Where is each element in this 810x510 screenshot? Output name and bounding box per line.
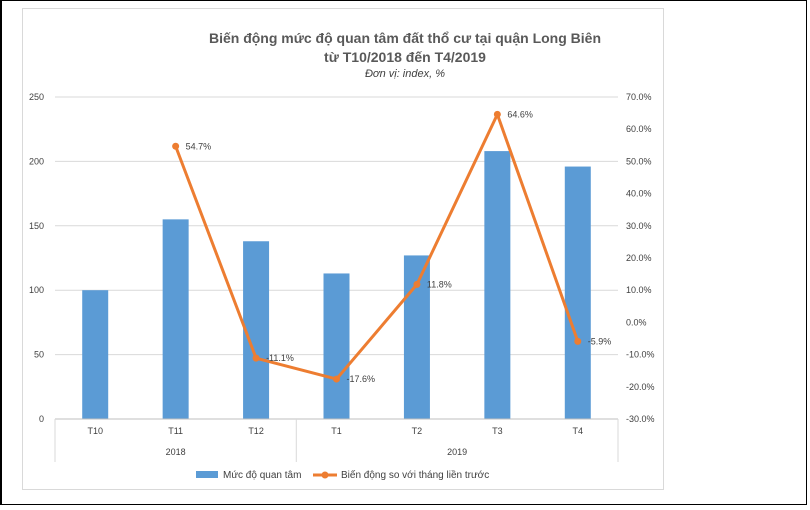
y-left-tick-label: 100: [29, 285, 44, 295]
data-label: -17.6%: [347, 374, 376, 384]
line-point: [172, 142, 180, 150]
legend-label-bar: Mức độ quan tâm: [223, 470, 301, 481]
y-right-tick-label: 50.0%: [626, 156, 652, 166]
y-left-tick-label: 200: [29, 156, 44, 166]
chart-title-line1: Biến động mức độ quan tâm đất thổ cư tại…: [208, 30, 602, 46]
bar: [162, 219, 189, 419]
x-tick-label: T11: [168, 426, 183, 436]
bar: [484, 151, 511, 419]
chart-subtitle: Đơn vị: index, %: [364, 68, 445, 80]
bar: [323, 273, 350, 419]
y-right-tick-label: 0.0%: [626, 317, 647, 327]
y-right-tick-label: 40.0%: [626, 189, 652, 199]
y-right-tick-label: -20.0%: [626, 382, 655, 392]
x-group-label: 2018: [166, 447, 186, 457]
chart-title-line2: từ T10/2018 đến T4/2019: [324, 49, 486, 65]
line-point: [493, 110, 501, 118]
line-series: [174, 112, 580, 381]
y-right-tick-label: -10.0%: [626, 350, 655, 360]
data-label: -11.1%: [266, 353, 294, 363]
x-tick-label: T3: [492, 426, 503, 436]
y-right-tick-label: 30.0%: [626, 221, 652, 231]
y-right-tick-label: 20.0%: [626, 253, 652, 263]
x-tick-label: T4: [573, 426, 584, 436]
line-point: [413, 280, 421, 288]
bar: [243, 241, 270, 419]
data-label: 11.8%: [427, 279, 452, 289]
bar: [564, 166, 591, 419]
y-right-tick-label: 60.0%: [626, 124, 652, 134]
y-right-tick-label: -30.0%: [626, 414, 655, 424]
y-right-tick-label: 10.0%: [626, 285, 652, 295]
line-point: [252, 354, 260, 362]
data-label: 54.7%: [186, 141, 212, 151]
y-right-tick-label: 70.0%: [626, 92, 652, 102]
x-tick-label: T1: [331, 426, 342, 436]
bar: [82, 290, 109, 419]
data-label: 64.6%: [507, 109, 533, 119]
x-tick-label: T10: [87, 426, 103, 436]
legend-marker: [321, 471, 329, 479]
y-left-tick-label: 250: [29, 92, 44, 102]
y-left-tick-label: 0: [39, 414, 44, 424]
y-left-tick-label: 50: [34, 350, 44, 360]
y-left-tick-label: 150: [29, 221, 44, 231]
line-point: [574, 337, 582, 345]
legend-label-line: Biến động so với tháng liền trước: [341, 469, 489, 481]
x-group-label: 2019: [447, 447, 467, 457]
legend-swatch-bar: [196, 471, 218, 478]
x-tick-label: T12: [248, 426, 264, 436]
line-point: [333, 375, 340, 383]
data-label: -5.9%: [588, 336, 612, 346]
x-tick-label: T2: [412, 426, 423, 436]
